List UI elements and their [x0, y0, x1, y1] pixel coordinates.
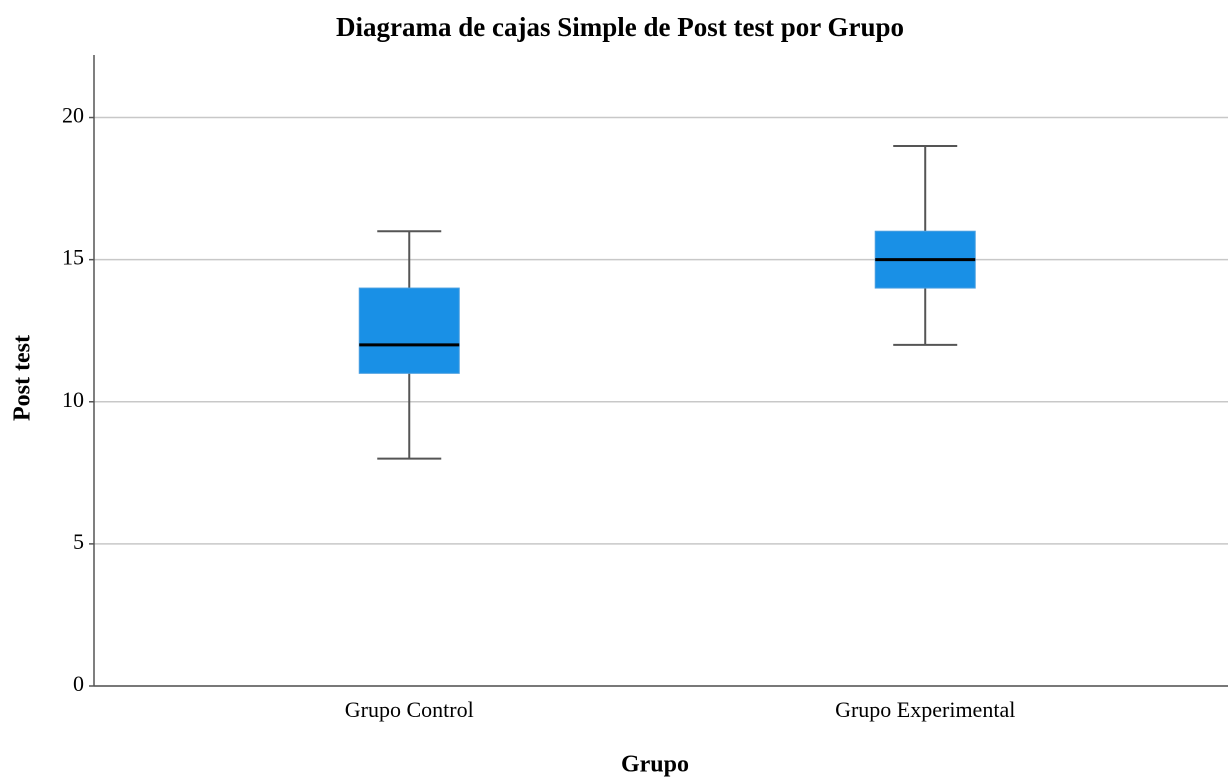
y-tick-label: 10 [62, 387, 84, 412]
box [358, 287, 460, 374]
y-tick-label: 0 [73, 671, 84, 696]
y-tick-label: 5 [73, 529, 84, 554]
y-tick-label: 20 [62, 103, 84, 128]
y-tick-label: 15 [62, 245, 84, 270]
chart-title: Diagrama de cajas Simple de Post test po… [336, 12, 904, 42]
x-tick-label: Grupo Experimental [835, 697, 1015, 722]
x-axis-title: Grupo [621, 752, 689, 778]
x-tick-label: Grupo Control [345, 697, 474, 722]
y-axis-title: Post test [10, 335, 36, 421]
